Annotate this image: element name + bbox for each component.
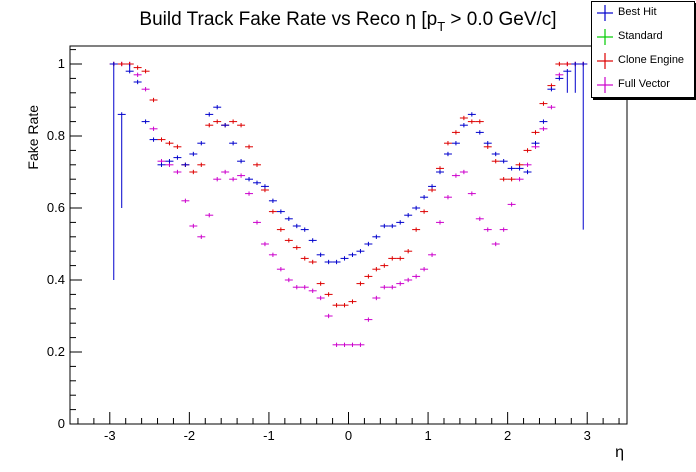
x-tick-label: -2 [184,428,196,443]
chart-title: Build Track Fake Rate vs Reco η [pT > 0.… [139,9,556,34]
y-tick-label: 0.2 [47,344,65,359]
series-clone-engine [109,61,588,308]
legend-item-standard: Standard [592,26,694,48]
y-tick-label: 0.6 [47,200,65,215]
legend-label: Standard [618,30,663,42]
y-tick-label: 0 [58,416,65,431]
series-best-hit [109,61,588,280]
legend-item-clone-engine: Clone Engine [592,50,694,72]
legend-marker-icon [597,77,613,93]
x-tick-label: 3 [584,428,591,443]
legend-label: Clone Engine [618,54,685,66]
legend-item-full-vector: Full Vector [592,74,694,96]
legend-marker-icon [597,29,613,45]
x-tick-label: 2 [504,428,511,443]
series-full-vector [109,61,588,347]
x-tick-label: 0 [345,428,352,443]
y-axis-label: Fake Rate [25,105,41,170]
x-tick-label: -1 [263,428,275,443]
legend-item-best-hit: Best Hit [592,2,694,24]
legend: Best Hit Standard Clone Engine Full Vect… [591,1,695,98]
x-tick-label: -3 [104,428,116,443]
x-tick-label: 1 [424,428,431,443]
y-tick-label: 1 [58,56,65,71]
legend-marker-icon [597,5,613,21]
legend-label: Full Vector [618,78,670,90]
y-tick-label: 0.8 [47,128,65,143]
legend-marker-icon [597,53,613,69]
legend-label: Best Hit [618,6,657,18]
y-tick-label: 0.4 [47,272,65,287]
x-axis-label: η [615,444,624,461]
